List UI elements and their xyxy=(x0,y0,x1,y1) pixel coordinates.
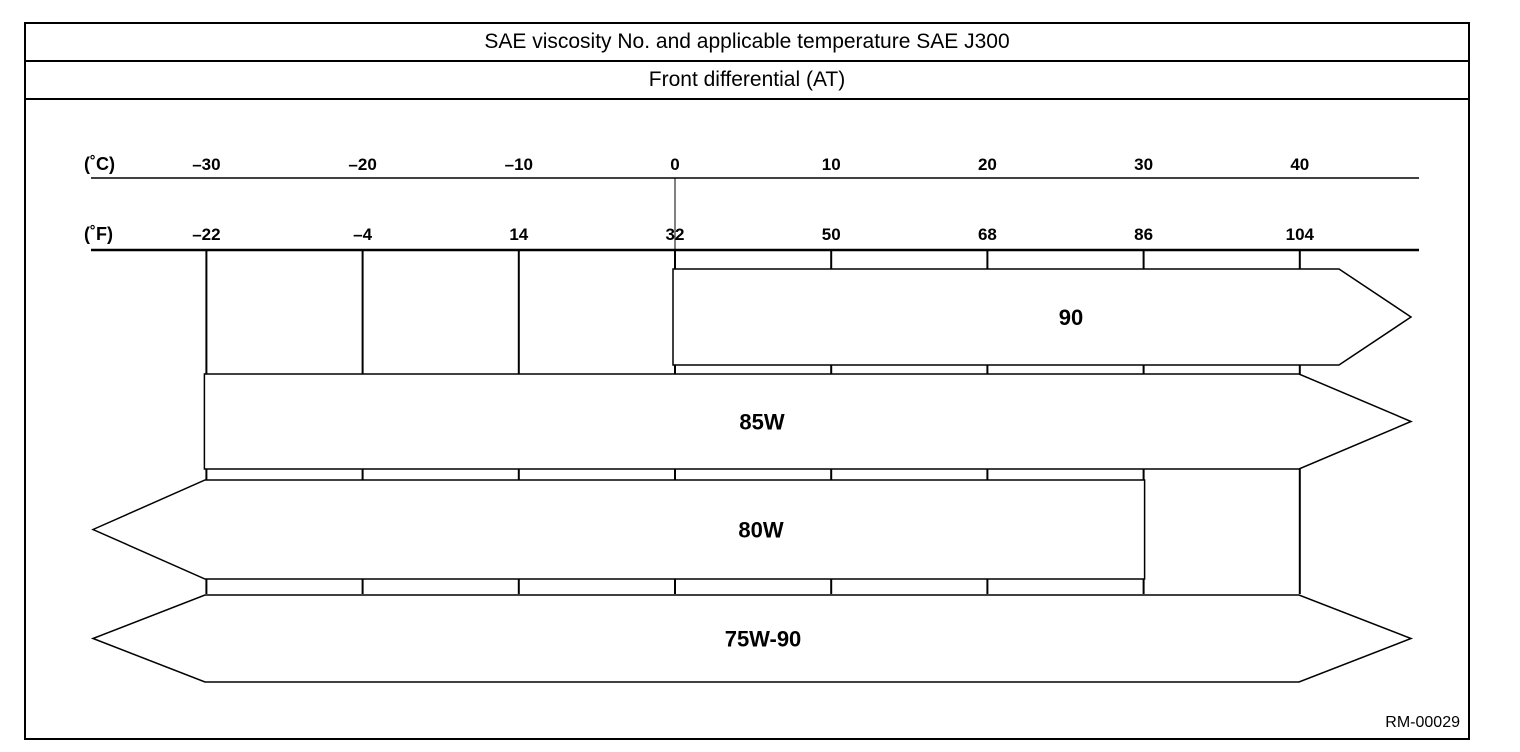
fahrenheit-tick-label: 104 xyxy=(1286,225,1315,244)
chart-title: SAE viscosity No. and applicable tempera… xyxy=(26,24,1468,62)
celsius-tick-label: 40 xyxy=(1290,155,1309,174)
range-bar-label: 85W xyxy=(739,410,784,435)
fahrenheit-tick-label: –4 xyxy=(353,225,372,244)
range-bar-75w-90 xyxy=(90,594,1414,683)
celsius-tick-label: 10 xyxy=(822,155,841,174)
celsius-unit-label: (˚C) xyxy=(84,154,115,174)
celsius-tick-label: –30 xyxy=(192,155,220,174)
fahrenheit-tick-label: 50 xyxy=(822,225,841,244)
celsius-tick-label: –20 xyxy=(348,155,376,174)
fahrenheit-tick-label: 68 xyxy=(978,225,997,244)
range-bar-85w xyxy=(203,373,1413,470)
celsius-tick-label: 20 xyxy=(978,155,997,174)
range-bar-label: 90 xyxy=(1059,305,1083,330)
celsius-tick-label: –10 xyxy=(505,155,533,174)
range-bar-label: 80W xyxy=(738,518,783,543)
range-bar-label: 75W-90 xyxy=(725,627,802,652)
chart-frame: SAE viscosity No. and applicable tempera… xyxy=(24,22,1470,740)
fahrenheit-unit-label: (˚F) xyxy=(84,224,113,244)
chart-subtitle: Front differential (AT) xyxy=(26,62,1468,100)
celsius-tick-label: 30 xyxy=(1134,155,1153,174)
fahrenheit-tick-label: 14 xyxy=(509,225,528,244)
fahrenheit-tick-label: 32 xyxy=(666,225,685,244)
figure-code: RM-00029 xyxy=(1385,714,1460,731)
viscosity-range-chart: (˚C) (˚F) –30 –20 –10 0 10 20 30 40 –22 –4 14 32 50 68 8… xyxy=(84,154,1419,683)
fahrenheit-tick-label: –22 xyxy=(192,225,220,244)
range-bar-80w xyxy=(91,479,1146,580)
celsius-tick-label: 0 xyxy=(670,155,679,174)
range-bar-90 xyxy=(672,268,1413,366)
fahrenheit-tick-label: 86 xyxy=(1134,225,1153,244)
